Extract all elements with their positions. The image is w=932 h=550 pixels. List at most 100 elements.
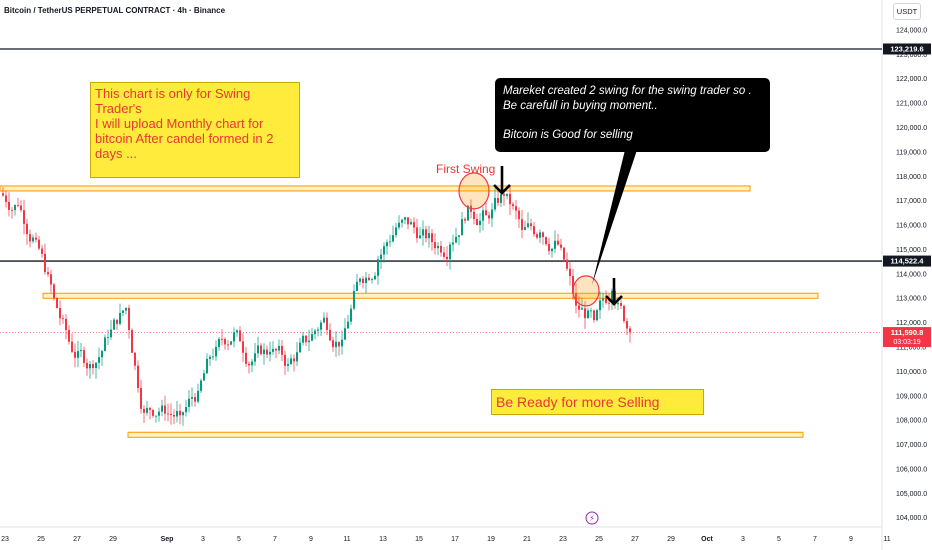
candle-body	[497, 198, 499, 203]
candle-body	[194, 397, 196, 402]
candle-body	[584, 308, 586, 319]
candle-body	[482, 210, 484, 221]
price-axis[interactable]: 104,000.0 105,000.0 106,000.0 107,000.0 108,…	[883, 27, 931, 522]
time-tick-label: 7	[273, 536, 277, 543]
candle-body	[17, 205, 19, 206]
candle-body	[401, 219, 403, 223]
time-tick-label: 11	[343, 536, 350, 543]
candle-body	[353, 291, 355, 309]
candle-body	[593, 310, 595, 321]
candle-body	[347, 321, 349, 329]
time-tick-label: 5	[237, 536, 241, 543]
candle-body	[83, 350, 85, 363]
candle-body	[215, 346, 217, 357]
candle-body	[128, 307, 130, 331]
candle-body	[341, 339, 343, 347]
time-tick-label: 19	[487, 536, 495, 543]
candle-body	[326, 317, 328, 330]
candle-body	[236, 330, 238, 333]
candle-body	[392, 235, 394, 242]
candle-body	[491, 209, 493, 219]
price-marker-tag	[883, 43, 931, 55]
candle-body	[218, 338, 220, 347]
candle-body	[251, 361, 253, 366]
currency-button[interactable]: USDT	[893, 3, 921, 20]
time-tick-label: Sep	[161, 536, 174, 543]
candle-body	[11, 210, 13, 211]
candle-body	[572, 276, 574, 294]
candle-body	[62, 318, 64, 320]
candle-body	[608, 302, 610, 304]
candle-body	[203, 373, 205, 381]
note-swing-text: This chart is only for Swing Trader's I …	[95, 86, 274, 161]
price-tick-label: 118,000.0	[896, 174, 927, 181]
candle-body	[59, 307, 61, 319]
callout-line-4: Bitcoin is Good for selling	[503, 128, 633, 141]
candle-body	[146, 407, 148, 413]
candle-body	[158, 411, 160, 416]
time-tick-label: 9	[849, 536, 853, 543]
price-marker-label: 123,219.6	[890, 44, 923, 53]
marks-layer: ⚡	[458, 150, 637, 525]
candle-body	[329, 329, 331, 341]
candle-body	[437, 245, 439, 249]
event-flag-icon	[585, 511, 599, 525]
candle-body	[431, 233, 433, 243]
candle-body	[275, 348, 277, 351]
candle-body	[506, 193, 508, 196]
first-swing-label[interactable]: First Swing	[436, 162, 496, 176]
candle-body	[230, 341, 232, 345]
price-marker-label: 114,522.4	[891, 257, 925, 266]
candle-body	[164, 405, 166, 414]
price-tick-label: 122,000.0	[896, 76, 927, 83]
candle-body	[623, 305, 625, 322]
candle-body	[554, 240, 556, 249]
candle-body	[425, 229, 427, 239]
time-axis[interactable]: 23 25 27 29 Sep 3 5 7 9 11 13 15 17 19 21 23 25 27 29 Oct 3 5…	[1, 536, 891, 543]
candle-body	[557, 240, 559, 245]
note-swing-trader[interactable]: This chart is only for Swing Trader's I …	[90, 82, 300, 178]
candle-body	[533, 226, 535, 235]
price-tick-label: 116,000.0	[896, 223, 927, 230]
candle-body	[254, 353, 256, 362]
candle-body	[113, 319, 115, 330]
candle-body	[464, 219, 466, 221]
candle-body	[422, 229, 424, 236]
candle-body	[380, 254, 382, 260]
candle-body	[620, 303, 622, 306]
candle-body	[428, 233, 430, 239]
candle-body	[566, 259, 568, 269]
candle-body	[314, 330, 316, 335]
candle-body	[389, 241, 391, 243]
time-tick-label: 27	[631, 536, 639, 543]
candle-body	[269, 351, 271, 355]
callout-note[interactable]: Mareket created 2 swing for the swing tr…	[495, 78, 770, 152]
time-tick-label: Oct	[701, 536, 713, 543]
candle-body	[2, 193, 4, 196]
candle-body	[617, 303, 619, 305]
down-arrow-2-head	[605, 295, 623, 306]
symbol-title: Bitcoin / TetherUS PERPETUAL CONTRACT · …	[4, 6, 226, 15]
price-tick-label: 110,000.0	[896, 369, 927, 376]
candle-body	[242, 341, 244, 353]
note-ready-selling[interactable]: Be Ready for more Selling	[491, 389, 704, 415]
time-tick-label: 7	[813, 536, 817, 543]
candle-body	[452, 242, 454, 245]
candle-body	[344, 328, 346, 340]
time-tick-label: 21	[523, 536, 531, 543]
candle-body	[272, 348, 274, 352]
time-tick-label: 13	[379, 536, 387, 543]
candle-body	[98, 357, 100, 363]
price-tick-label: 113,000.0	[896, 296, 927, 303]
price-marker-tag	[883, 327, 931, 348]
candle-body	[398, 222, 400, 228]
price-tick-label: 119,000.0	[896, 149, 927, 156]
candle-body	[590, 310, 592, 312]
price-marker-countdown: 03:03:19	[893, 339, 920, 346]
candle-body	[365, 277, 367, 284]
candle-body	[155, 415, 157, 417]
event-flag-glyph: ⚡	[589, 514, 595, 523]
candle-body	[125, 307, 127, 311]
candle-body	[338, 341, 340, 347]
